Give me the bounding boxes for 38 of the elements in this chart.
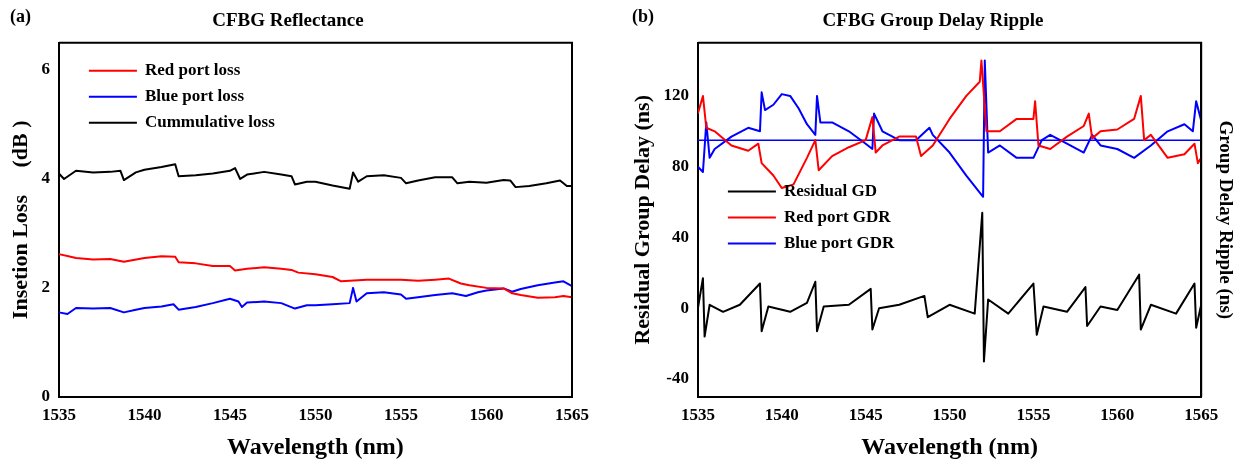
x-tick-label: 1555 bbox=[1016, 405, 1051, 425]
x-axis-title: Wavelength (nm) bbox=[227, 432, 404, 459]
x-tick-label: 1565 bbox=[1184, 405, 1219, 425]
x-tick-label: 1540 bbox=[127, 405, 162, 425]
y-tick-label: 0 bbox=[680, 297, 689, 317]
text: (a) bbox=[10, 5, 31, 27]
legend-label: Red port loss bbox=[144, 60, 241, 80]
x-tick-label: 1560 bbox=[1100, 405, 1135, 425]
text: (b) bbox=[632, 5, 654, 27]
y-tick-label: 80 bbox=[671, 156, 689, 176]
x-tick-label: 1545 bbox=[212, 405, 247, 425]
legend-label: Blue port loss bbox=[144, 86, 245, 106]
y-tick-label: 6 bbox=[41, 59, 50, 79]
legend-label: Cummulative loss bbox=[144, 112, 276, 132]
x-tick-label: 1560 bbox=[469, 405, 504, 425]
y-tick-label: 0 bbox=[41, 386, 50, 406]
chart-title: CFBG Group Delay Ripple bbox=[822, 9, 1044, 31]
y-tick-label: 2 bbox=[41, 277, 50, 297]
y-tick-label: 120 bbox=[663, 85, 689, 105]
legend-label: Red port GDR bbox=[783, 206, 892, 226]
y-tick-label: -40 bbox=[666, 368, 689, 388]
x-tick-label: 1555 bbox=[383, 405, 418, 425]
x-tick-label: 1565 bbox=[555, 405, 589, 425]
y-axis-title: Insetion Loss (dB ) bbox=[6, 120, 32, 320]
x-tick-label: 1550 bbox=[932, 405, 967, 425]
x-tick-label: 1535 bbox=[680, 405, 715, 425]
chart-title: CFBG Reflectance bbox=[212, 9, 364, 31]
legend-label: Blue port GDR bbox=[783, 232, 896, 252]
legend-label: Residual GD bbox=[783, 180, 877, 200]
x-tick-label: 1545 bbox=[848, 405, 883, 425]
x-axis-title: Wavelength (nm) bbox=[861, 432, 1038, 459]
x-tick-label: 1540 bbox=[764, 405, 799, 425]
x-tick-label: 1535 bbox=[41, 405, 76, 425]
y-axis-title: Residual Group Delay (ns) bbox=[628, 95, 654, 345]
y-tick-label: 4 bbox=[41, 168, 51, 188]
x-tick-label: 1550 bbox=[298, 405, 333, 425]
y2-axis-title: Group Delay Ripple (ns) bbox=[1214, 120, 1237, 320]
y-tick-label: 40 bbox=[671, 226, 689, 246]
